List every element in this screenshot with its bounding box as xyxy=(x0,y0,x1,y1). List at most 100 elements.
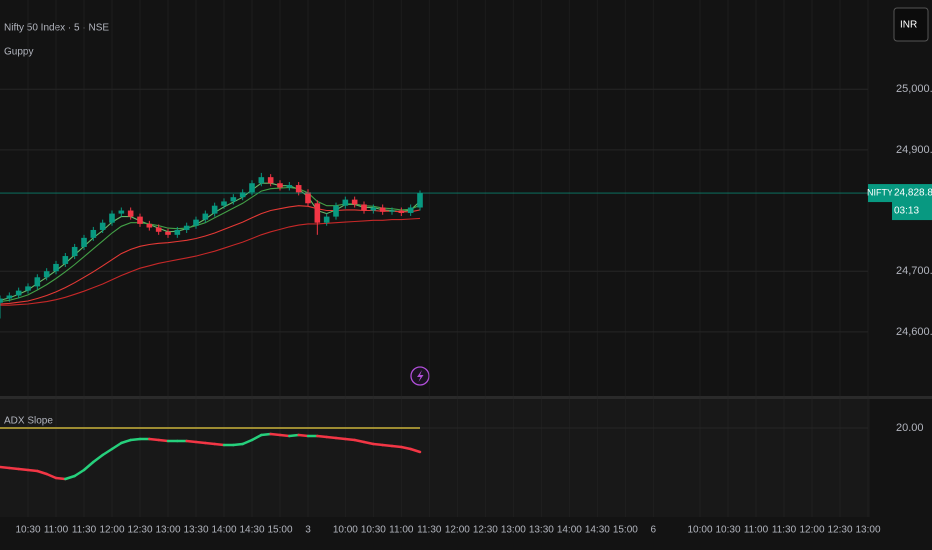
x-tick-label: 11:00 xyxy=(389,525,414,536)
x-tick-label: 12:00 xyxy=(445,525,470,536)
x-tick-label: 13:00 xyxy=(155,525,180,536)
x-tick-label: 12:30 xyxy=(473,525,498,536)
candle-body xyxy=(155,227,162,232)
candle-body xyxy=(286,185,293,188)
x-tick-label: 15:00 xyxy=(613,525,638,536)
guppy-line xyxy=(0,205,421,305)
x-tick-label: 14:30 xyxy=(239,525,264,536)
x-tick-label: 11:00 xyxy=(44,525,69,536)
pane-separator xyxy=(0,396,932,399)
adx-segment xyxy=(334,436,347,441)
candle-body xyxy=(137,216,143,224)
candle-body xyxy=(239,192,246,198)
candle-body xyxy=(165,231,171,235)
price-tag xyxy=(892,184,932,221)
candle-body xyxy=(417,193,423,208)
x-tick-label: 6 xyxy=(651,525,657,536)
adx-segment xyxy=(26,468,39,473)
adx-segment xyxy=(82,460,95,472)
x-tick-label: 13:00 xyxy=(501,525,526,536)
x-tick-label: 10:00 xyxy=(687,525,712,536)
candle-body xyxy=(0,298,3,303)
adx-segment xyxy=(316,434,328,439)
candle-body xyxy=(99,222,106,230)
candle-body xyxy=(351,199,358,205)
candle-body xyxy=(53,263,59,272)
x-tick-label: 11:30 xyxy=(72,525,97,536)
x-tick-label: 10:00 xyxy=(333,525,358,536)
x-tick-label: 3 xyxy=(305,525,311,536)
grid xyxy=(0,88,868,429)
candle-body xyxy=(109,213,115,223)
adx-segment xyxy=(129,437,142,442)
candle-body xyxy=(118,210,125,214)
candle-body xyxy=(71,246,78,257)
candle-body xyxy=(146,223,153,228)
candle-body xyxy=(174,229,181,235)
adx-segment xyxy=(54,476,67,481)
adx-segment xyxy=(241,438,254,446)
adx-segment xyxy=(344,437,356,442)
candle-body xyxy=(25,286,31,291)
marks xyxy=(0,172,423,481)
candle-body xyxy=(267,177,274,184)
adx-segment xyxy=(204,441,216,446)
adx-segment xyxy=(278,433,291,438)
y-tick-label: 25,000.00 xyxy=(896,83,932,95)
adx-segment xyxy=(0,465,11,470)
x-tick-label: 12:00 xyxy=(799,525,824,536)
x-tick-label: 14:00 xyxy=(557,525,582,536)
candle-body xyxy=(398,210,405,213)
candle-body xyxy=(361,204,367,211)
currency-button[interactable] xyxy=(893,7,929,42)
x-tick-label: 12:30 xyxy=(127,525,152,536)
countdown-label: 03:13 xyxy=(894,206,919,217)
candle-body xyxy=(15,290,22,296)
candle-body xyxy=(43,271,50,278)
adx-segment xyxy=(372,442,384,447)
candle-body xyxy=(81,237,87,247)
candle-body xyxy=(6,295,13,299)
symbol-label: NIFTY xyxy=(867,187,893,197)
adx-segment xyxy=(73,468,86,478)
candle-body xyxy=(127,210,134,217)
indicator-label: Guppy xyxy=(4,47,33,58)
adx-segment xyxy=(8,466,20,471)
adx-segment xyxy=(36,469,48,476)
x-tick-label: 14:30 xyxy=(585,525,610,536)
candle-body xyxy=(342,199,349,206)
lightning-glyph xyxy=(417,370,424,382)
adx-segment xyxy=(353,438,366,444)
candle-body xyxy=(202,213,209,220)
adx-segment xyxy=(101,447,114,457)
candle-body xyxy=(370,207,377,211)
candle-body xyxy=(230,197,237,202)
adx-segment xyxy=(269,432,282,437)
candle-body xyxy=(211,205,218,214)
candle-body xyxy=(90,229,97,238)
x-tick-label: 15:00 xyxy=(267,525,292,536)
x-tick-label: 10:30 xyxy=(361,525,386,536)
x-tick-label: 13:00 xyxy=(855,525,880,536)
guppy-line xyxy=(0,217,421,306)
adx-segment xyxy=(45,472,58,480)
x-tick-label: 13:30 xyxy=(529,525,554,536)
adx-segment xyxy=(64,474,76,481)
candle-body xyxy=(221,201,227,206)
y-tick-label: 24,600.00 xyxy=(896,326,932,338)
symbol-tag xyxy=(868,184,892,203)
currency-label: INR xyxy=(900,20,917,31)
x-tick-label: 10:30 xyxy=(15,525,40,536)
adx-segment xyxy=(110,441,123,451)
guppy-line xyxy=(0,186,421,303)
candle-body xyxy=(277,183,283,188)
guppy-line xyxy=(0,182,421,301)
y-tick-label: 24,700.00 xyxy=(896,265,932,277)
y-tick-label: 20.00 xyxy=(896,422,924,434)
candle-body xyxy=(183,225,190,230)
adx-segment xyxy=(17,467,30,472)
indicator-title: ADX Slope xyxy=(4,416,53,427)
adx-segment xyxy=(362,440,375,446)
candle-body xyxy=(305,192,311,204)
